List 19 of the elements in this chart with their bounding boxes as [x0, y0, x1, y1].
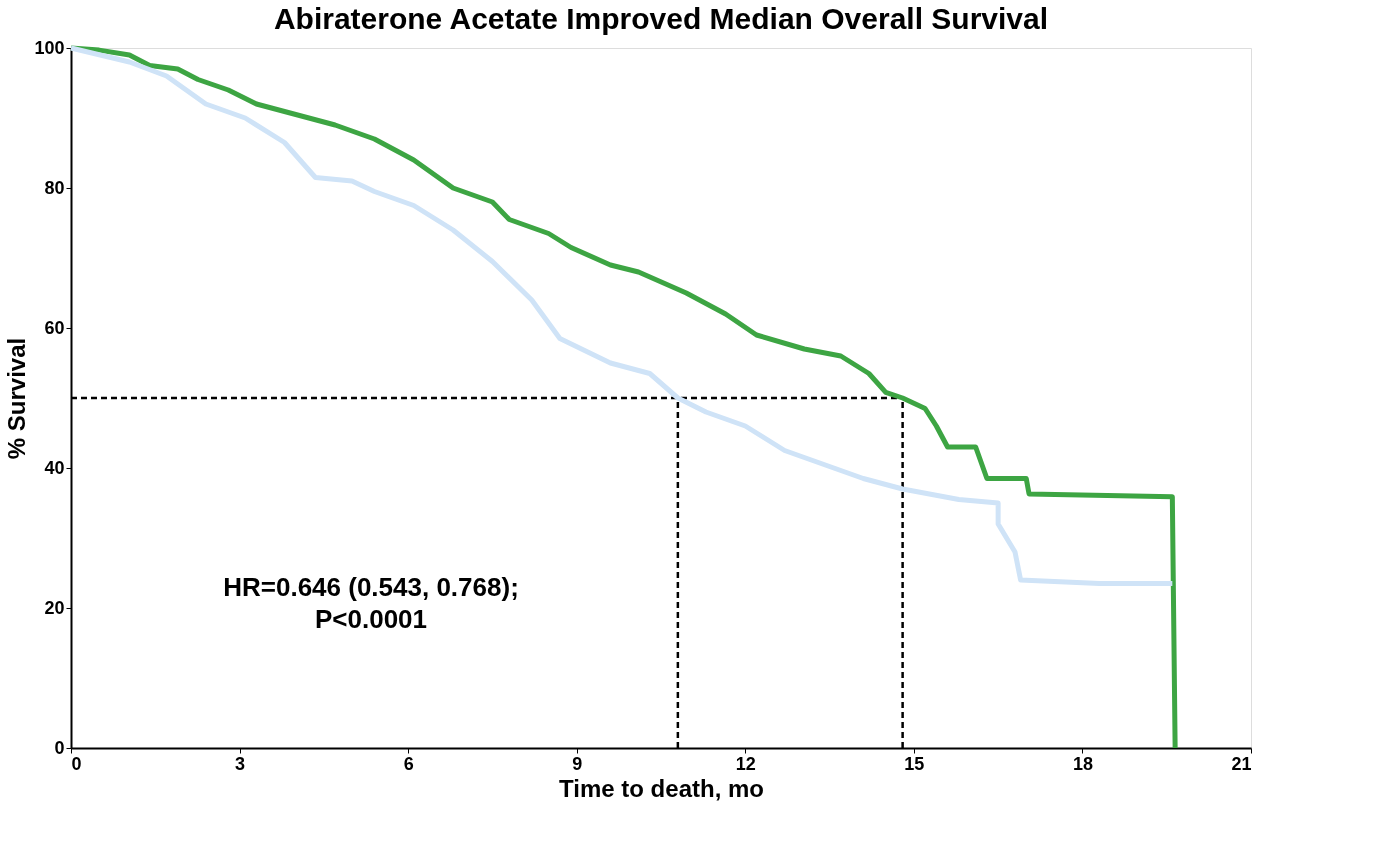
y-tick-label: 100: [34, 37, 65, 58]
x-tick-label: 0: [71, 753, 82, 774]
y-tick-label: 20: [44, 597, 65, 618]
y-axis-title: % Survival: [3, 337, 31, 460]
x-tick-label: 21: [1231, 753, 1252, 774]
annotation: HR=0.646 (0.543, 0.768);: [223, 572, 519, 602]
x-tick-label: 3: [235, 753, 246, 774]
x-axis-title: Time to death, mo: [559, 774, 764, 802]
x-tick-label: 6: [403, 753, 414, 774]
x-tick-label: 9: [572, 753, 583, 774]
y-tick-label: 80: [44, 177, 65, 198]
x-tick-label: 15: [904, 753, 925, 774]
x-tick-label: 12: [735, 753, 756, 774]
x-tick-label: 18: [1072, 753, 1093, 774]
chart-title: Abiraterone Acetate Improved Median Overall Survival: [273, 2, 1049, 35]
y-tick-label: 0: [54, 737, 65, 758]
annotation: P<0.0001: [314, 604, 428, 634]
y-tick-label: 40: [44, 457, 65, 478]
y-tick-label: 60: [44, 317, 65, 338]
